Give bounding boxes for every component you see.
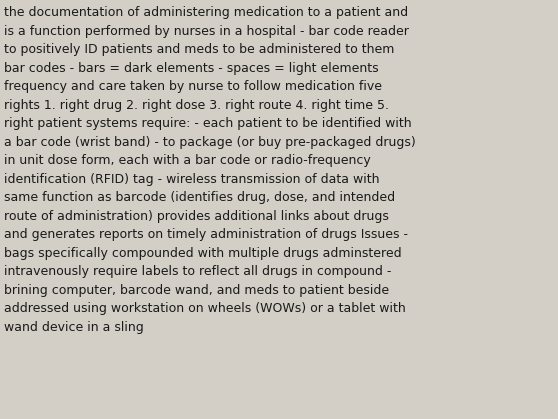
Text: the documentation of administering medication to a patient and
is a function per: the documentation of administering medic… bbox=[4, 6, 416, 334]
